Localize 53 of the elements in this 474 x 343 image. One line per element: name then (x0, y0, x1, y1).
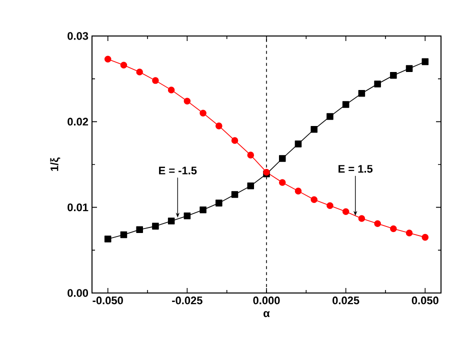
point (374, 80, 381, 88)
x-tick-label: 0.000 (253, 296, 280, 304)
point (278, 179, 286, 186)
y-tick-label: 0.01 (68, 203, 88, 212)
point (231, 191, 238, 198)
annotation: E = -1.5 (159, 166, 197, 174)
y-tick-label: 0.02 (68, 118, 88, 126)
point (216, 122, 222, 130)
point (184, 98, 191, 104)
point (310, 126, 318, 133)
point (247, 182, 254, 190)
x-axis-title: α (264, 311, 270, 318)
point (422, 234, 429, 241)
point (374, 220, 381, 227)
point (294, 188, 302, 194)
point (406, 230, 413, 236)
point (200, 206, 206, 214)
point (152, 222, 159, 230)
point (326, 202, 334, 210)
point (184, 212, 191, 220)
point (200, 110, 206, 116)
point (390, 72, 397, 79)
point (358, 215, 366, 222)
point (104, 56, 112, 63)
y-axis-title: 1/ξ (50, 157, 60, 171)
point (168, 218, 175, 224)
x-tick-label: -0.050 (92, 296, 123, 304)
point (358, 90, 366, 97)
point (406, 65, 413, 72)
point (247, 152, 254, 158)
point (310, 196, 318, 204)
point (216, 200, 222, 206)
point (278, 155, 286, 162)
x-tick-label: 0.025 (332, 296, 360, 304)
point (390, 225, 397, 232)
point (326, 113, 334, 120)
point (231, 137, 238, 144)
point (120, 231, 128, 238)
point (136, 68, 143, 76)
annotation: E = 1.5 (338, 165, 373, 173)
point (168, 86, 175, 94)
point (120, 62, 128, 69)
point (294, 140, 302, 148)
y-tick-label: 0.03 (68, 32, 88, 40)
point (104, 236, 112, 242)
point (422, 58, 429, 66)
point (342, 208, 350, 216)
x-tick-label: 0.050 (412, 296, 438, 304)
point (152, 77, 159, 84)
y-tick-label: 0.00 (68, 289, 88, 297)
point (342, 101, 350, 108)
x-tick-label: -0.025 (172, 296, 202, 304)
point (136, 226, 143, 233)
